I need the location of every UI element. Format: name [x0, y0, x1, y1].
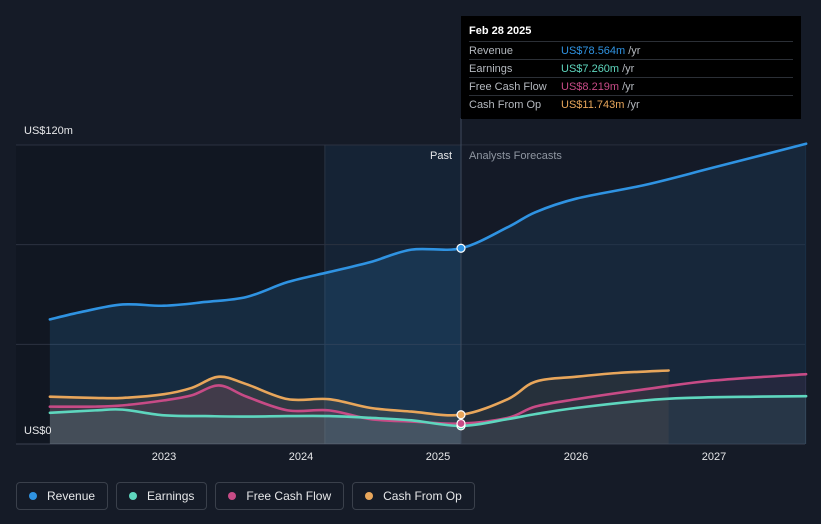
y-axis-max-label: US$120m [24, 125, 73, 137]
tooltip-series-name: Cash From Op [469, 98, 542, 111]
earnings-area [49, 396, 807, 444]
legend-dot-icon [365, 492, 374, 500]
tooltip-series-value: US$8.219m [561, 80, 620, 93]
x-tick-label: 2023 [151, 451, 177, 463]
legend-item-revenue[interactable]: Revenue [16, 482, 109, 510]
tooltip: Feb 28 2025 Revenue US$78.564m/yr Earnings… [461, 16, 801, 119]
legend-dot-icon [129, 492, 138, 500]
legend-label: Earnings [147, 489, 195, 503]
past-highlight-band [324, 145, 461, 444]
tooltip-row: Cash From Op US$11.743m/yr [469, 95, 793, 113]
legend-item-cash-from-op[interactable]: Cash From Op [352, 482, 475, 510]
legend-item-free-cash-flow[interactable]: Free Cash Flow [215, 482, 345, 510]
x-tick-label: 2027 [701, 451, 727, 463]
free-cash-flow-area [49, 374, 807, 444]
tooltip-unit: /yr [622, 62, 635, 75]
legend-dot-icon [29, 492, 37, 500]
tooltip-unit: /yr [627, 98, 640, 111]
x-tick-label: 2026 [563, 451, 589, 463]
tooltip-series-value: US$7.260m [561, 62, 620, 75]
earnings-line [48, 394, 808, 428]
tooltip-unit: /yr [628, 44, 641, 57]
tooltip-row: Free Cash Flow US$8.219m/yr [469, 77, 793, 95]
cash-from-op-line [48, 369, 670, 417]
tooltip-row: Revenue US$78.564m/yr [469, 41, 793, 59]
legend-label: Revenue [47, 489, 96, 503]
cash-from-op-marker [456, 410, 466, 420]
y-axis-min-label: US$0 [24, 425, 52, 437]
tooltip-date: Feb 28 2025 [469, 25, 532, 37]
tooltip-series-name: Earnings [469, 62, 513, 75]
legend-item-earnings[interactable]: Earnings [116, 482, 208, 510]
legend-dot-icon [228, 492, 237, 500]
tooltip-series-name: Revenue [469, 44, 514, 57]
tooltip-series-name: Free Cash Flow [469, 80, 547, 93]
tooltip-series-value: US$11.743m [561, 98, 625, 111]
forecast-overlay [461, 145, 805, 444]
revenue-line [48, 142, 808, 321]
past-region-label: Past [430, 150, 453, 162]
x-tick-label: 2025 [425, 451, 451, 463]
revenue-area [49, 143, 807, 445]
legend: Revenue Earnings Free Cash Flow Cash From O… [16, 482, 475, 510]
tooltip-row: Earnings US$7.260m/yr [469, 59, 793, 77]
tooltip-series-value: US$78.564m [561, 44, 626, 57]
free-cash-flow-marker [456, 418, 466, 429]
legend-label: Cash From Op [383, 489, 462, 503]
tooltip-unit: /yr [622, 80, 635, 93]
x-tick-label: 2024 [288, 451, 314, 463]
revenue-marker [456, 243, 466, 253]
forecast-region-label: Analysts Forecasts [469, 150, 562, 162]
legend-label: Free Cash Flow [246, 489, 332, 503]
